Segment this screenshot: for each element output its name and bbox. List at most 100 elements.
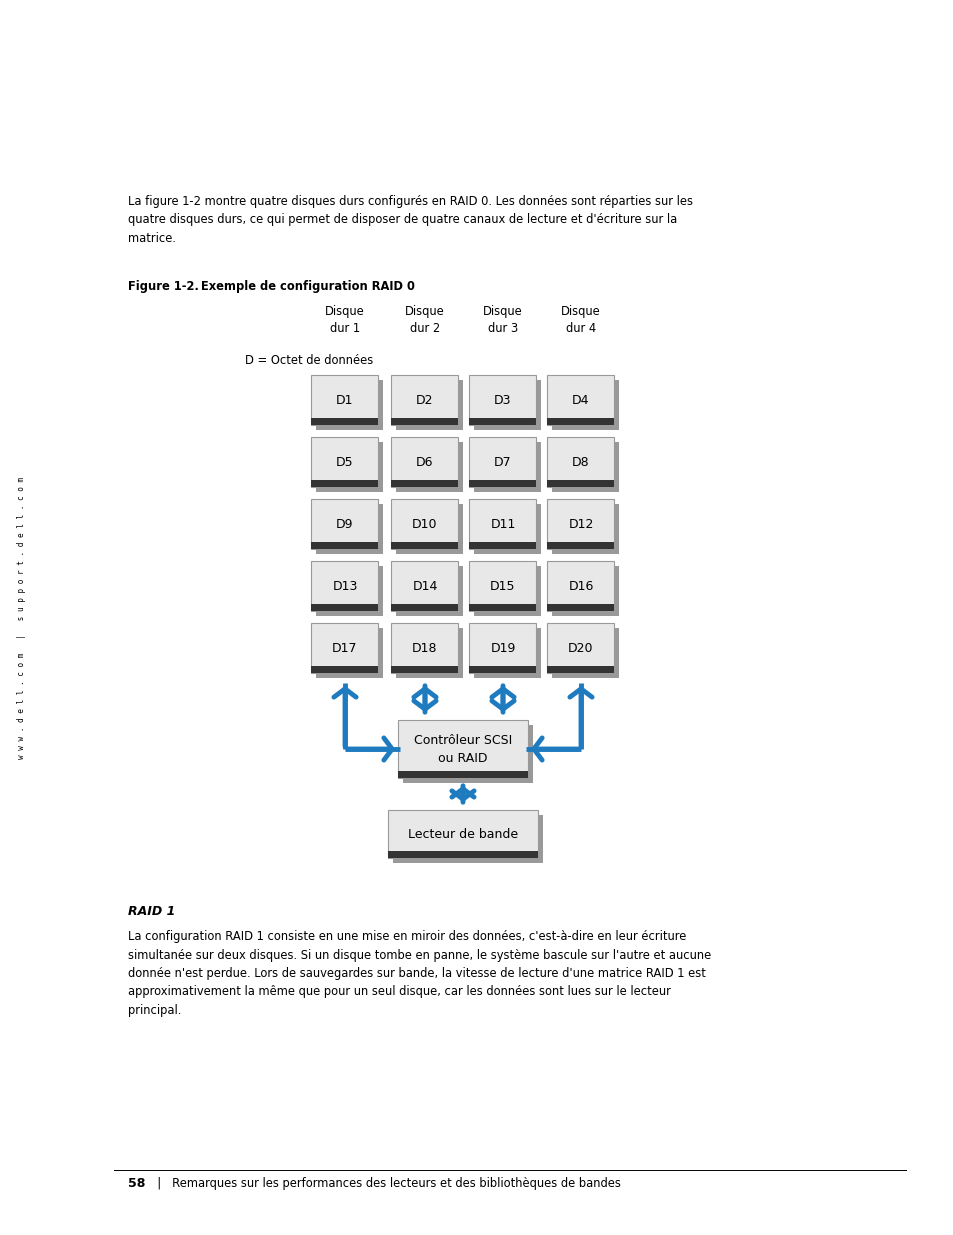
Bar xyxy=(396,504,463,555)
Bar xyxy=(312,375,378,425)
Bar xyxy=(396,442,463,492)
Text: D8: D8 xyxy=(572,456,589,468)
Text: D2: D2 xyxy=(416,394,434,406)
Text: La configuration RAID 1 consiste en une mise en miroir des données, c'est-à-dire: La configuration RAID 1 consiste en une … xyxy=(128,930,711,1016)
Bar xyxy=(391,561,458,611)
Text: D20: D20 xyxy=(568,641,593,655)
Text: D11: D11 xyxy=(490,517,516,531)
Bar xyxy=(474,566,541,616)
Text: D1: D1 xyxy=(335,394,354,406)
Bar xyxy=(552,629,618,678)
Bar xyxy=(391,542,458,550)
Bar xyxy=(469,417,536,425)
Text: Exemple de configuration RAID 0: Exemple de configuration RAID 0 xyxy=(185,280,415,293)
Bar xyxy=(391,666,458,673)
Bar xyxy=(547,666,614,673)
Bar xyxy=(469,561,536,611)
Bar xyxy=(316,504,383,555)
Text: D5: D5 xyxy=(335,456,354,468)
Bar xyxy=(396,629,463,678)
Bar xyxy=(547,437,614,487)
Text: D12: D12 xyxy=(568,517,593,531)
Bar xyxy=(469,480,536,487)
Bar xyxy=(396,566,463,616)
Bar xyxy=(552,442,618,492)
Text: w w w . d e l l . c o m   |   s u p p o r t . d e l l . c o m: w w w . d e l l . c o m | s u p p o r t … xyxy=(17,477,27,760)
Bar xyxy=(396,380,463,430)
Text: RAID 1: RAID 1 xyxy=(128,905,175,918)
Text: D18: D18 xyxy=(412,641,437,655)
Bar xyxy=(547,417,614,425)
Bar xyxy=(552,380,618,430)
Bar xyxy=(474,380,541,430)
Text: Disque
dur 1: Disque dur 1 xyxy=(325,305,364,335)
Text: D10: D10 xyxy=(412,517,437,531)
Bar xyxy=(469,604,536,611)
Text: D9: D9 xyxy=(335,517,354,531)
Bar xyxy=(312,542,378,550)
Bar xyxy=(552,504,618,555)
Text: D3: D3 xyxy=(494,394,511,406)
Bar xyxy=(316,629,383,678)
Text: Figure 1-2.: Figure 1-2. xyxy=(128,280,198,293)
Text: D19: D19 xyxy=(490,641,516,655)
Bar xyxy=(393,815,542,863)
Bar xyxy=(397,771,527,778)
Text: D = Octet de données: D = Octet de données xyxy=(245,353,373,367)
Bar xyxy=(391,437,458,487)
Text: Contrôleur SCSI
ou RAID: Contrôleur SCSI ou RAID xyxy=(414,734,512,764)
Text: Lecteur de bande: Lecteur de bande xyxy=(408,827,517,841)
Text: D14: D14 xyxy=(412,579,437,593)
Bar xyxy=(312,622,378,673)
Bar xyxy=(312,437,378,487)
Bar xyxy=(391,417,458,425)
Bar xyxy=(316,442,383,492)
Text: D7: D7 xyxy=(494,456,511,468)
Bar xyxy=(388,810,537,858)
Bar xyxy=(547,622,614,673)
Bar xyxy=(469,622,536,673)
Bar xyxy=(402,725,533,783)
Bar xyxy=(547,604,614,611)
Text: Disque
dur 2: Disque dur 2 xyxy=(405,305,444,335)
Text: D16: D16 xyxy=(568,579,593,593)
Text: D17: D17 xyxy=(332,641,357,655)
Bar xyxy=(388,851,537,858)
Bar xyxy=(547,375,614,425)
Text: Disque
dur 3: Disque dur 3 xyxy=(482,305,522,335)
Bar xyxy=(391,604,458,611)
Bar xyxy=(547,480,614,487)
Text: 58: 58 xyxy=(128,1177,145,1191)
Bar xyxy=(397,720,527,778)
Bar xyxy=(469,499,536,550)
Bar xyxy=(391,480,458,487)
Bar xyxy=(474,504,541,555)
Bar xyxy=(547,542,614,550)
Bar xyxy=(469,375,536,425)
Bar xyxy=(469,542,536,550)
Bar xyxy=(316,566,383,616)
Bar xyxy=(474,629,541,678)
Text: La figure 1-2 montre quatre disques durs configurés en RAID 0. Les données sont : La figure 1-2 montre quatre disques durs… xyxy=(128,195,692,245)
Bar xyxy=(312,604,378,611)
Bar xyxy=(312,480,378,487)
Bar xyxy=(474,442,541,492)
Text: Disque
dur 4: Disque dur 4 xyxy=(560,305,600,335)
Bar xyxy=(391,622,458,673)
Bar xyxy=(469,666,536,673)
Bar xyxy=(312,561,378,611)
Bar xyxy=(312,499,378,550)
Bar xyxy=(312,417,378,425)
Bar xyxy=(316,380,383,430)
Text: D13: D13 xyxy=(332,579,357,593)
Bar xyxy=(391,499,458,550)
Text: D6: D6 xyxy=(416,456,434,468)
Bar xyxy=(552,566,618,616)
Bar xyxy=(547,499,614,550)
Bar xyxy=(391,375,458,425)
Bar xyxy=(312,666,378,673)
Bar xyxy=(469,437,536,487)
Text: D4: D4 xyxy=(572,394,589,406)
Text: D15: D15 xyxy=(490,579,516,593)
Text: |   Remarques sur les performances des lecteurs et des bibliothèques de bandes: | Remarques sur les performances des lec… xyxy=(150,1177,620,1191)
